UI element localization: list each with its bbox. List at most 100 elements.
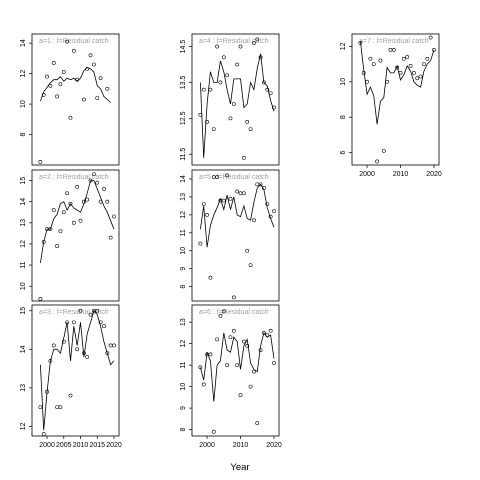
data-point [272,361,276,365]
data-point [105,86,110,91]
panel-frame [191,304,280,437]
data-point [48,227,53,232]
data-point [268,91,273,96]
data-point [252,41,256,45]
y-tick-label: 13 [180,193,187,201]
data-point [258,182,263,187]
y-tick-label: 13.5 [180,76,187,90]
data-point [48,358,53,363]
data-point [198,365,203,370]
data-point [225,173,230,178]
y-tick-label: 15 [20,177,27,185]
x-axis-label: Year [230,462,249,473]
x-tick-label: 2010 [73,442,89,449]
data-point [235,62,240,67]
data-point [218,80,223,85]
data-point [215,44,219,49]
data-point [85,67,90,71]
y-tick-label: 8 [340,115,347,119]
data-point [88,178,93,183]
data-point [255,182,260,187]
y-tick-label: 10 [340,78,347,86]
panel-frame [351,33,440,166]
data-point [425,56,430,61]
data-point [68,393,73,398]
y-tick-label: 10 [20,100,27,108]
data-point [228,196,233,201]
panel-frame [31,304,120,437]
data-point [61,210,66,215]
panel-5: a=5 : f=Residual catch 8 9 10 11 12 13 14 [180,169,280,302]
data-point [92,172,96,177]
x-tick-label: 2020 [426,171,442,178]
x-tick-label: 2020 [266,442,282,449]
y-tick-label: 11 [180,229,187,236]
data-point [211,429,216,434]
data-point [78,308,83,313]
data-point [98,76,103,81]
y-tick-label: 13 [20,219,27,227]
data-point [58,82,63,87]
data-point [71,320,76,325]
data-point [365,79,369,84]
panel-frame [31,169,120,302]
data-point [38,160,43,164]
y-tick-label: 11 [180,361,187,368]
data-point [65,191,70,196]
data-point [258,55,263,60]
panel-7: a=7 : f=Residual catch 6 8 10 12 2000 2010 2020 [340,33,442,178]
panel-title: a=7 : f=Residual catch [359,38,429,45]
data-point [241,339,246,344]
data-point [61,70,66,74]
data-point [201,382,206,387]
data-point [68,115,73,120]
y-tick-label: 12 [20,70,27,78]
data-point [238,44,243,49]
y-tick-label: 14 [20,39,27,47]
panel-frame [191,33,280,166]
data-point [81,97,86,102]
y-tick-label: 6 [340,151,347,155]
x-tick-label: 2000 [359,171,375,178]
data-point [108,343,113,348]
data-point [241,155,246,160]
data-point [198,112,203,117]
data-point [208,275,213,280]
data-point [208,87,213,92]
panel-1: a=1 : f=Residual catch 8 10 12 14 [20,33,120,166]
data-point [378,58,383,63]
data-point [215,175,219,180]
data-point [268,328,273,333]
data-point [112,214,116,219]
y-tick-label: 12.5 [180,111,187,125]
data-point [375,159,379,164]
data-point [95,308,100,313]
data-point [38,296,43,301]
data-point [205,212,209,217]
data-point [248,384,253,389]
data-point [55,244,59,248]
data-point [228,116,233,121]
data-point [268,214,273,219]
data-point [265,333,270,337]
y-tick-label: 12 [20,422,27,430]
data-point [422,62,426,66]
data-point [225,363,230,368]
data-point [388,48,393,52]
x-tick-label: 2015 [89,442,105,449]
panel-2: a=2 : f=Residual catch 10 11 12 13 14 15 [20,169,120,302]
y-tick-label: 10 [180,247,187,255]
data-point [85,197,90,202]
data-point [105,199,110,204]
data-point [98,320,103,325]
y-tick-label: 10 [20,282,27,290]
x-tick-label: 2000 [39,442,55,449]
data-point [241,191,246,196]
data-point [198,241,203,246]
panel-frame [191,169,280,302]
y-tick-label: 8 [20,132,27,136]
data-point [225,73,230,78]
data-point [361,71,366,75]
data-point [98,199,103,204]
